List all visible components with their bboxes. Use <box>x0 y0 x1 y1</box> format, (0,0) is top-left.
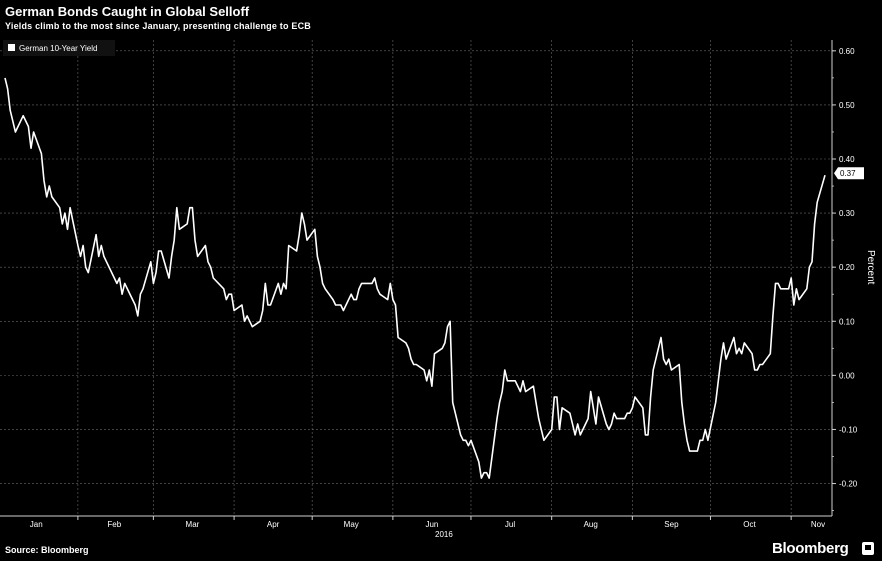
y-axis: 0.60 0.50 0.40 0.30 0.20 0.10 0.00 -0.10 -0.20 <box>831 40 858 516</box>
last-value-label: 0.37 <box>840 169 856 178</box>
legend-box <box>3 40 115 56</box>
chart-title: German Bonds Caught in Global Selloff <box>5 4 250 19</box>
y-tick-label: 0.30 <box>839 209 855 218</box>
x-tick-label: Jan <box>30 520 43 529</box>
legend-swatch <box>8 44 15 51</box>
x-tick-label: Mar <box>186 520 200 529</box>
y-tick-label: 0.50 <box>839 101 855 110</box>
x-tick-label: Aug <box>584 520 598 529</box>
x-tick-label: Apr <box>267 520 280 529</box>
y-tick-label: 0.10 <box>839 317 855 326</box>
grid-lines <box>0 40 832 516</box>
series-layer <box>4 77 826 479</box>
chart-subtitle: Yields climb to the most since January, … <box>5 21 311 31</box>
last-value-box <box>834 167 864 180</box>
bloomberg-logo: Bloomberg <box>772 540 849 557</box>
bloomberg-terminal-icon <box>862 542 874 555</box>
source-note: Source: Bloomberg <box>5 545 89 555</box>
x-axis: Jan Feb Mar Apr May Jun Jul Aug Sep Oct Nov <box>0 515 832 529</box>
x-tick-label: Jun <box>425 520 438 529</box>
y-tick-label: -0.20 <box>839 480 858 489</box>
legend-label: German 10-Year Yield <box>19 44 97 53</box>
y-tick-label: 0.40 <box>839 155 855 164</box>
german-10-year-yield-line <box>4 77 826 479</box>
y-tick-label: 0.00 <box>839 371 855 380</box>
x-tick-label: Jul <box>505 520 515 529</box>
x-tick-label: Nov <box>811 520 825 529</box>
x-tick-label: Sep <box>664 520 679 529</box>
y-tick-label: 0.20 <box>839 263 855 272</box>
x-tick-label: Feb <box>107 520 121 529</box>
y-axis-label: Percent <box>865 250 876 285</box>
last-value-callout: 0.37 <box>834 167 864 180</box>
x-tick-label: May <box>344 520 359 529</box>
y-tick-label: -0.10 <box>839 425 858 434</box>
legend: German 10-Year Yield <box>3 40 115 56</box>
y-tick-label: 0.60 <box>839 47 855 56</box>
x-year-label: 2016 <box>435 530 453 539</box>
x-tick-label: Oct <box>743 520 756 529</box>
